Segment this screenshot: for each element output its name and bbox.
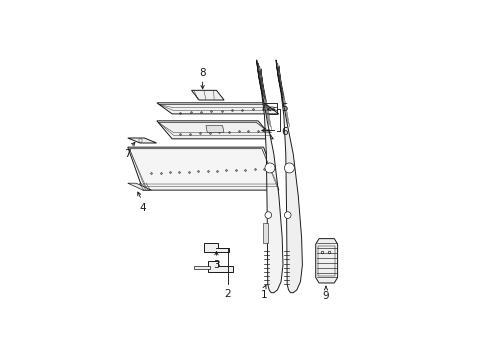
Bar xyxy=(139,139,142,143)
Circle shape xyxy=(265,163,275,173)
Polygon shape xyxy=(316,239,338,283)
Polygon shape xyxy=(195,266,210,269)
Polygon shape xyxy=(206,126,224,132)
Bar xyxy=(318,246,335,276)
Text: 1: 1 xyxy=(261,291,268,301)
Polygon shape xyxy=(157,121,273,139)
Text: 9: 9 xyxy=(322,291,329,301)
Circle shape xyxy=(284,163,294,173)
Text: 6: 6 xyxy=(281,127,288,137)
Polygon shape xyxy=(128,138,157,143)
Text: 2: 2 xyxy=(224,288,231,298)
Text: 4: 4 xyxy=(139,203,146,213)
Polygon shape xyxy=(192,90,224,100)
Polygon shape xyxy=(257,60,283,293)
Polygon shape xyxy=(263,223,269,243)
Circle shape xyxy=(265,212,271,219)
Polygon shape xyxy=(157,103,279,114)
Text: 3: 3 xyxy=(213,260,220,270)
Polygon shape xyxy=(204,243,229,252)
Text: 8: 8 xyxy=(199,68,206,78)
Polygon shape xyxy=(128,147,279,190)
Polygon shape xyxy=(208,261,233,272)
Polygon shape xyxy=(128,183,151,190)
Polygon shape xyxy=(276,60,302,293)
Text: 7: 7 xyxy=(123,149,130,159)
Circle shape xyxy=(284,212,291,219)
Text: 5: 5 xyxy=(281,103,288,113)
